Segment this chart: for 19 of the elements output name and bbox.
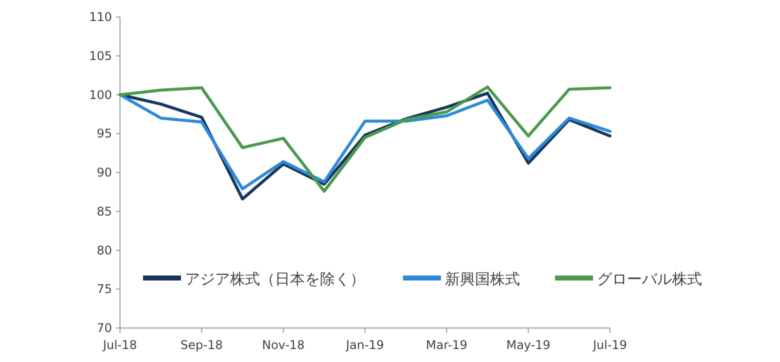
x-tick-label: Nov-18	[262, 338, 305, 352]
y-tick-label: 75	[96, 282, 112, 296]
legend-label: アジア株式（日本を除く）	[185, 270, 365, 288]
y-tick-label: 90	[96, 166, 112, 180]
legend-label: グローバル株式	[597, 270, 702, 288]
x-tick-label: May-19	[506, 338, 550, 352]
legend-label: 新興国株式	[445, 270, 520, 288]
y-tick-label: 110	[89, 10, 112, 24]
y-tick-label: 95	[96, 126, 112, 141]
y-tick-label: 100	[89, 88, 112, 102]
y-tick-label: 70	[96, 321, 112, 335]
y-tick-label: 105	[89, 48, 112, 63]
x-tick-label: Sep-18	[180, 338, 223, 352]
x-tick-label: Jan-19	[344, 338, 384, 352]
x-tick-label: Mar-19	[426, 338, 468, 352]
x-tick-label: Jul-18	[102, 338, 138, 352]
x-tick-label: Jul-19	[592, 338, 628, 352]
y-tick-label: 85	[96, 204, 112, 218]
y-tick-label: 80	[96, 243, 112, 258]
